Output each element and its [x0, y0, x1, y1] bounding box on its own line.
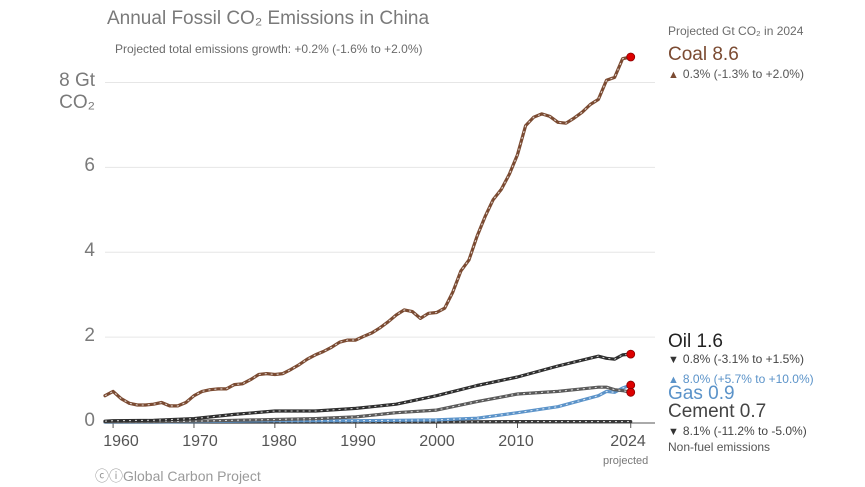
series-dots-cement	[105, 386, 631, 423]
projected-header: Projected Gt CO₂ in 2024	[668, 24, 804, 38]
projection-point-oil	[626, 349, 636, 359]
x-tick-label: 1990	[340, 433, 376, 450]
nonfuel-label: Non-fuel emissions	[668, 440, 771, 454]
projected-label: projected	[603, 455, 649, 467]
gas-label: Gas 0.9	[668, 383, 735, 404]
y-tick-label: 2	[84, 325, 95, 346]
triangle-up-icon: ▲	[668, 69, 679, 81]
cement-label: Cement 0.7	[668, 401, 767, 422]
series-line-oil	[103, 352, 633, 423]
gridlines	[105, 81, 655, 338]
x-tick-label: 2000	[419, 433, 455, 450]
series-line-coal	[103, 55, 633, 408]
x-axis	[105, 422, 655, 428]
triangle-down-icon: ▼	[668, 354, 679, 366]
gas-change: ▲ 8.0% (+5.7% to +10.0%)	[668, 372, 814, 386]
x-tick-label: 2024	[610, 433, 646, 450]
projection-point-gas	[626, 380, 636, 390]
triangle-down-icon: ▼	[668, 426, 679, 438]
coal-change: ▲ 0.3% (-1.3% to +2.0%)	[668, 67, 804, 81]
gas-change-text: 8.0% (+5.7% to +10.0%)	[682, 372, 814, 386]
x-tick-label: 1960	[103, 433, 139, 450]
y-tick-label: 4	[84, 240, 95, 261]
projection-point-cement	[626, 387, 636, 397]
coal-label: Coal 8.6	[668, 44, 739, 65]
credit-text: Global Carbon Project	[123, 468, 261, 484]
cement-change: ▼ 8.1% (-11.2% to -5.0%)	[668, 424, 807, 438]
series-dots-oil	[104, 353, 631, 422]
triangle-up-icon: ▲	[668, 374, 679, 386]
x-tick-label: 1970	[182, 433, 218, 450]
projection-points	[626, 52, 636, 397]
y-unit-top: 8 Gt	[59, 70, 95, 91]
series-lines	[103, 55, 633, 424]
oil-change-text: 0.8% (-3.1% to +1.5%)	[682, 352, 804, 366]
oil-change: ▼ 0.8% (-3.1% to +1.5%)	[668, 352, 804, 366]
cc-license-icon: ⓒⓘ	[95, 468, 123, 484]
x-tick-label: 1980	[261, 433, 297, 450]
projection-point-coal	[626, 52, 636, 62]
chart-title: Annual Fossil CO₂ Emissions in China	[107, 8, 430, 29]
y-tick-label: 6	[84, 155, 95, 176]
series-dots-coal	[104, 56, 631, 407]
x-tick-label: 2010	[498, 433, 534, 450]
oil-label: Oil 1.6	[668, 331, 723, 352]
y-tick-label: 0	[84, 410, 95, 431]
cement-change-text: 8.1% (-11.2% to -5.0%)	[682, 424, 807, 438]
credit: ⓒⓘGlobal Carbon Project	[95, 466, 261, 486]
coal-change-text: 0.3% (-1.3% to +2.0%)	[682, 67, 804, 81]
y-unit-bottom: CO₂	[59, 92, 95, 113]
chart-subtitle: Projected total emissions growth: +0.2% …	[115, 42, 423, 56]
